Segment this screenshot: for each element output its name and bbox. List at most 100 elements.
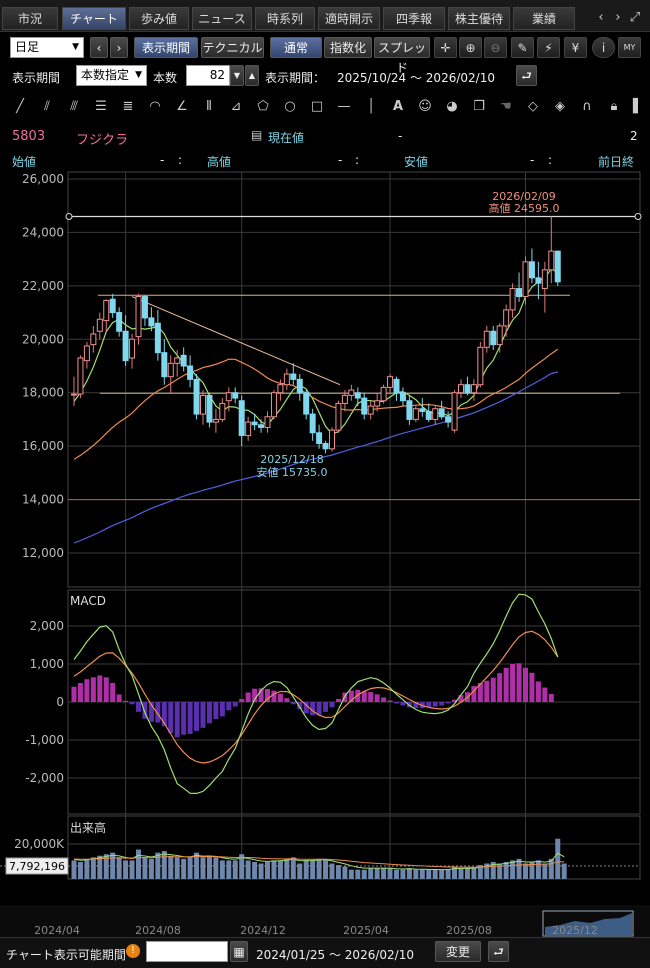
tab-quarterly[interactable]: 四季報	[383, 7, 445, 30]
period-mode-select[interactable]: 本数指定 ▼	[76, 65, 147, 86]
macd-histogram-bar	[258, 688, 264, 702]
candle	[341, 394, 348, 404]
pentagon-icon[interactable]: ⬠	[257, 99, 269, 114]
volume-bar	[174, 857, 180, 879]
macd-tick-label: 2,000	[30, 619, 64, 633]
chevron-down-icon: ▼	[135, 70, 142, 80]
stamp-icon[interactable]: ☺	[418, 99, 432, 114]
macd-histogram-bar	[458, 695, 464, 702]
candle	[212, 418, 219, 423]
parallel-line-icon[interactable]: ⫻	[70, 99, 78, 114]
macd-histogram-bar	[329, 702, 335, 708]
prev-close-label: 前日終	[598, 155, 635, 169]
tab-timeseries[interactable]: 時系列	[255, 7, 315, 30]
count-up-button[interactable]: ▲	[245, 65, 259, 86]
tab-tick[interactable]: 歩み値	[129, 7, 189, 30]
high-value: -	[338, 153, 343, 167]
vline-icon[interactable]: │	[367, 99, 375, 114]
hline-icon[interactable]: —	[337, 99, 351, 114]
zoom-out-icon[interactable]: ⊖	[484, 37, 507, 58]
price-tick-label: 14,000	[22, 493, 64, 507]
timeline-label: 2025/12	[552, 924, 598, 937]
lock-icon[interactable]: 🔒︎	[610, 99, 618, 114]
mode-index-button[interactable]: 指数化	[324, 37, 372, 58]
display-period-button[interactable]: 表示期間	[134, 37, 198, 58]
volume-bar	[484, 863, 490, 879]
my-settings-icon[interactable]: MY	[618, 37, 641, 58]
period-type-select[interactable]: 日足 ▼	[10, 37, 84, 58]
tab-news[interactable]: ニュース	[192, 7, 252, 30]
candle	[161, 352, 168, 378]
volume-bar	[555, 838, 561, 879]
expand-icon[interactable]: ⤢	[629, 10, 641, 25]
mode-spread-button[interactable]: スプレッド	[374, 37, 430, 75]
annotation-high-date: 2026/02/09	[492, 190, 555, 203]
candle	[238, 400, 245, 436]
volume-bar	[303, 860, 309, 879]
vertical-lines-icon[interactable]: ⦀	[206, 99, 212, 114]
fibonacci-icon[interactable]: ≣	[122, 99, 134, 114]
macd-histogram-bar	[432, 702, 438, 707]
candle	[522, 261, 529, 298]
select-icon[interactable]: ☚	[500, 99, 512, 114]
count-input[interactable]: 82	[186, 65, 230, 86]
candle	[516, 288, 523, 298]
trend-line-icon[interactable]: ╱	[16, 99, 24, 114]
tab-chart[interactable]: チャート	[62, 7, 126, 30]
pencil-icon[interactable]: ✎	[511, 37, 534, 58]
copy-icon[interactable]: ❐	[473, 99, 485, 114]
ray-line-icon[interactable]: ⫽	[44, 99, 50, 114]
tab-earnings[interactable]: 業績	[513, 7, 575, 30]
tab-prev-icon[interactable]: ‹	[598, 10, 604, 25]
object-icon[interactable]: ◕	[446, 99, 458, 114]
more-tools-icon[interactable]: ▌	[633, 99, 643, 114]
candle	[329, 429, 335, 450]
timeline-navigator[interactable]: 2024/04 2024/08 2024/12 2025/04 2025/08 2025/…	[0, 905, 650, 937]
macd-histogram-bar	[187, 702, 193, 734]
eraser-icon[interactable]: ◇	[528, 99, 538, 114]
candle	[354, 392, 361, 399]
prev-button[interactable]: ‹	[90, 37, 108, 58]
candle	[412, 408, 419, 420]
erase-all-icon[interactable]: ◈	[555, 99, 565, 114]
reset-button[interactable]: ⮐	[516, 65, 537, 86]
volume-bar	[316, 858, 322, 879]
tab-disclosure[interactable]: 適時開示	[318, 7, 380, 30]
macd-histogram-bar	[310, 702, 316, 716]
document-icon[interactable]: ▤	[251, 128, 263, 142]
period-input[interactable]	[146, 941, 228, 962]
available-period-range: 2024/01/25 ～ 2026/02/10	[256, 948, 414, 962]
price-tick-label: 12,000	[22, 546, 64, 560]
change-button[interactable]: 変更	[435, 941, 481, 962]
gann-icon[interactable]: ⊿	[230, 99, 242, 114]
arc-icon[interactable]: ◠	[149, 99, 161, 114]
mode-normal-button[interactable]: 通常	[270, 37, 322, 58]
price-chart[interactable]: 26,000 24,000 22,000 20,000 18,000 16,000 14,0…	[0, 171, 650, 883]
tab-next-icon[interactable]: ›	[615, 10, 621, 25]
info-icon[interactable]: i	[592, 37, 615, 58]
rectangle-icon[interactable]: □	[310, 99, 324, 114]
volume-bar	[136, 849, 141, 879]
count-down-button[interactable]: ▼	[230, 65, 244, 86]
horizontal-lines-icon[interactable]: ☰	[95, 99, 107, 114]
crosshair-icon[interactable]: ✛	[434, 37, 457, 58]
circle-icon[interactable]: ○	[284, 99, 296, 114]
candle	[438, 408, 445, 418]
yen-icon[interactable]: ¥	[564, 37, 587, 58]
tab-market[interactable]: 市況	[2, 7, 58, 30]
text-icon[interactable]: A	[392, 99, 404, 114]
signal-icon[interactable]: ⚡	[537, 37, 560, 58]
magnet-icon[interactable]: ∩	[582, 99, 592, 114]
ma-short-line	[73, 267, 559, 435]
fan-icon[interactable]: ∠	[176, 99, 188, 114]
macd-histogram-bar	[155, 702, 161, 723]
next-button[interactable]: ›	[110, 37, 128, 58]
reset-period-button[interactable]: ⮐	[488, 941, 509, 962]
macd-histogram-bar	[348, 690, 354, 702]
technical-button[interactable]: テクニカル	[201, 37, 264, 58]
volume-current-box	[5, 857, 69, 875]
tab-benefits[interactable]: 株主優待	[448, 7, 510, 30]
volume-bar	[290, 857, 296, 879]
zoom-in-icon[interactable]: ⊕	[459, 37, 482, 58]
calendar-icon[interactable]: ▦	[230, 941, 248, 962]
